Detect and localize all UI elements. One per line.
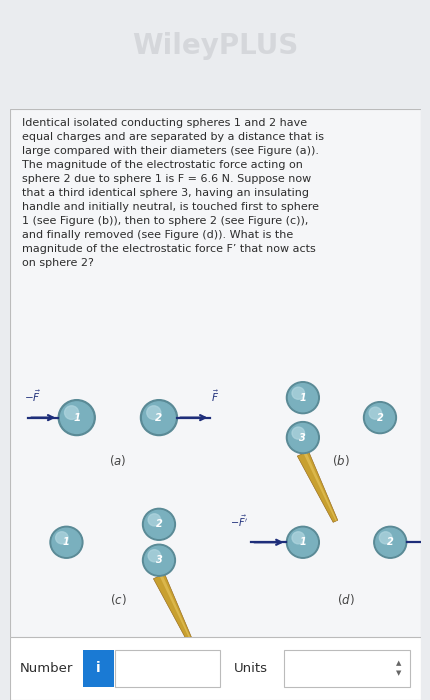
Circle shape <box>142 508 175 540</box>
FancyBboxPatch shape <box>10 637 420 700</box>
Circle shape <box>292 387 304 399</box>
Circle shape <box>144 546 173 574</box>
Circle shape <box>148 514 160 526</box>
Circle shape <box>375 528 404 556</box>
Text: 1: 1 <box>73 412 80 423</box>
Text: WileyPLUS: WileyPLUS <box>132 32 298 60</box>
Text: $-\vec{F}$: $-\vec{F}$ <box>24 389 41 404</box>
Text: $-\vec{F'}$: $-\vec{F'}$ <box>230 514 248 529</box>
Text: ▲: ▲ <box>395 660 400 666</box>
Circle shape <box>292 532 304 544</box>
Circle shape <box>64 406 78 419</box>
Text: $(c)$: $(c)$ <box>109 592 126 607</box>
Circle shape <box>148 550 160 562</box>
Circle shape <box>52 528 81 556</box>
Text: 2: 2 <box>155 519 162 529</box>
Circle shape <box>373 526 406 558</box>
Polygon shape <box>297 451 337 522</box>
Circle shape <box>362 402 396 433</box>
Circle shape <box>140 400 177 435</box>
Text: 2: 2 <box>386 538 393 547</box>
Circle shape <box>142 402 175 433</box>
FancyBboxPatch shape <box>114 650 219 687</box>
Text: Identical isolated conducting spheres 1 and 2 have
equal charges and are separat: Identical isolated conducting spheres 1 … <box>22 118 323 269</box>
Text: $(a)$: $(a)$ <box>109 452 126 468</box>
Circle shape <box>55 532 68 544</box>
Circle shape <box>378 532 391 544</box>
FancyBboxPatch shape <box>83 650 114 687</box>
Text: 3: 3 <box>299 433 306 442</box>
Polygon shape <box>159 575 193 644</box>
Circle shape <box>50 526 83 558</box>
Circle shape <box>142 545 175 576</box>
Text: 3: 3 <box>155 555 162 565</box>
Polygon shape <box>153 573 194 645</box>
Circle shape <box>286 421 319 454</box>
Circle shape <box>368 407 381 419</box>
FancyBboxPatch shape <box>10 108 420 637</box>
Text: i: i <box>96 662 100 676</box>
Text: $(b)$: $(b)$ <box>331 452 349 468</box>
Circle shape <box>288 384 316 412</box>
Circle shape <box>365 404 393 432</box>
Circle shape <box>60 402 93 433</box>
Circle shape <box>146 406 160 419</box>
Circle shape <box>288 528 316 556</box>
Text: ▼: ▼ <box>395 671 400 677</box>
Circle shape <box>286 526 319 558</box>
Polygon shape <box>303 452 336 522</box>
Text: 2: 2 <box>376 412 382 423</box>
Text: Number: Number <box>20 662 74 675</box>
Circle shape <box>288 424 316 452</box>
Text: $(d)$: $(d)$ <box>336 592 354 607</box>
Text: 1: 1 <box>299 538 306 547</box>
FancyBboxPatch shape <box>284 650 409 687</box>
Text: $\vec{F}$: $\vec{F}$ <box>211 389 219 404</box>
Text: 2: 2 <box>155 412 162 423</box>
Circle shape <box>292 427 304 439</box>
Circle shape <box>58 400 95 435</box>
Text: Units: Units <box>233 662 267 675</box>
Circle shape <box>286 382 319 414</box>
Circle shape <box>144 510 173 538</box>
Text: 1: 1 <box>299 393 306 402</box>
Text: 1: 1 <box>63 538 70 547</box>
